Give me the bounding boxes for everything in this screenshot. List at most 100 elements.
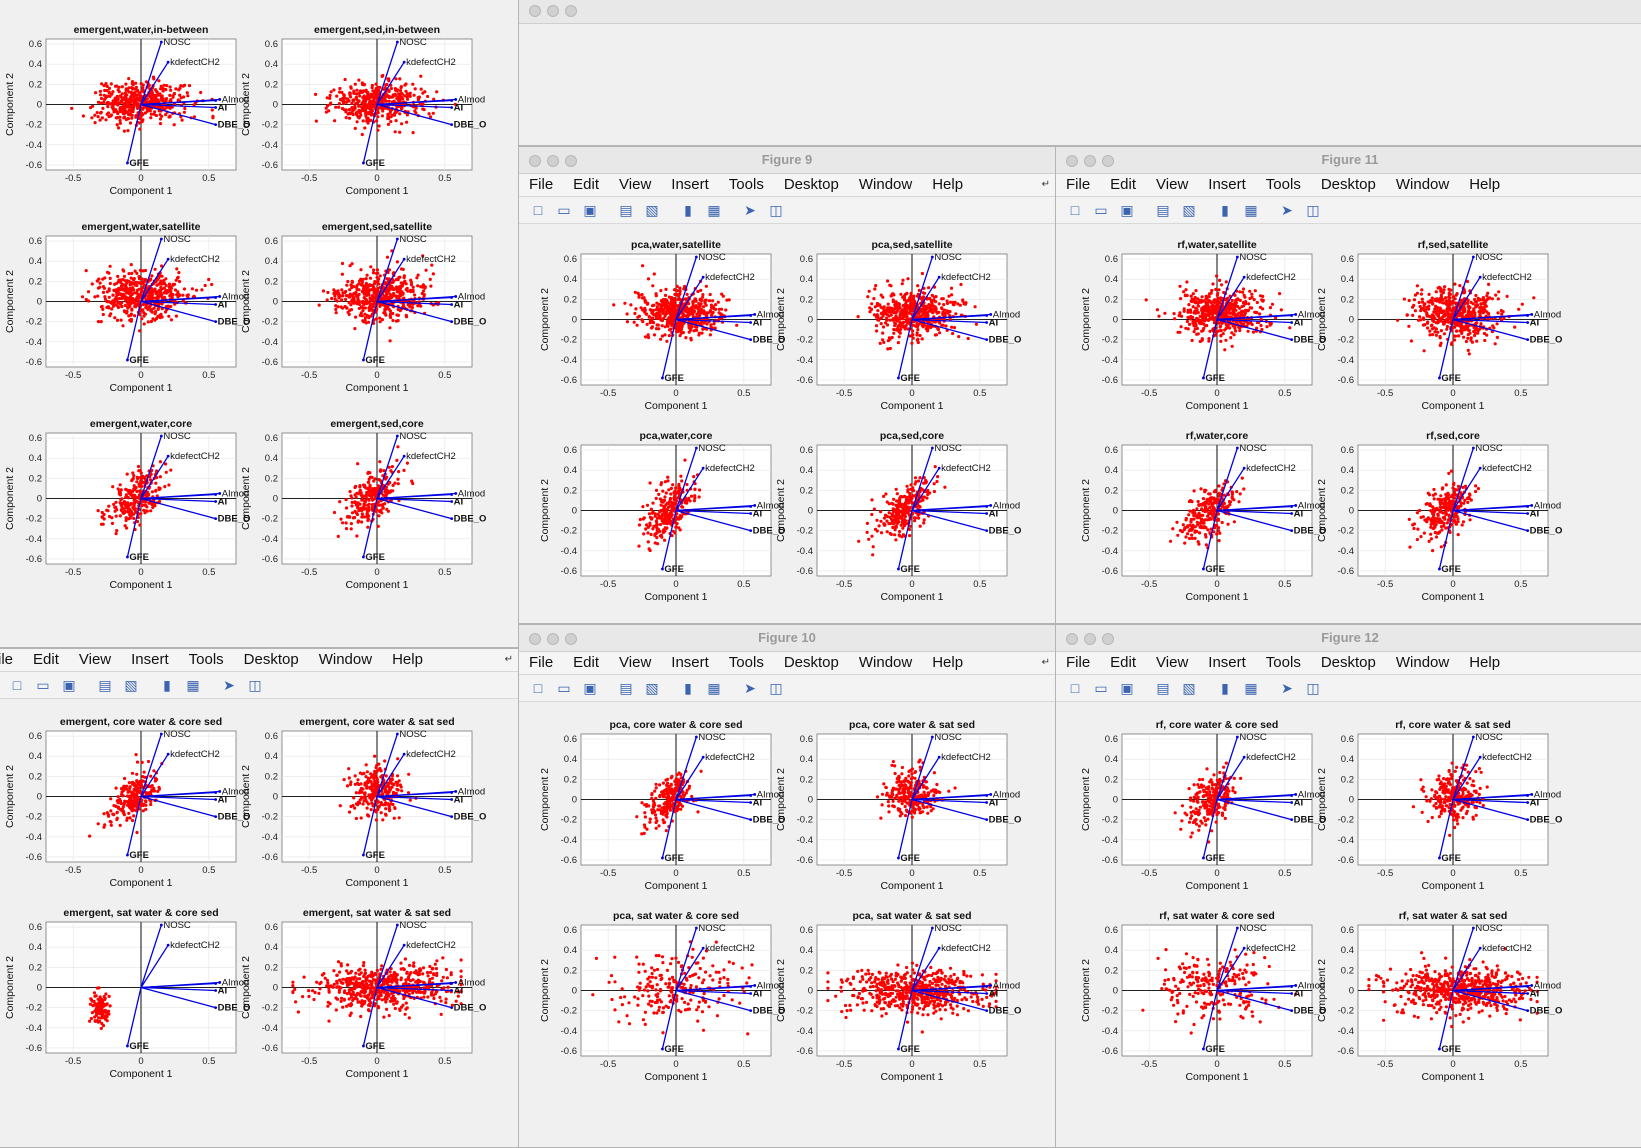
close-button[interactable]: [529, 5, 541, 17]
menu-file[interactable]: File: [519, 174, 563, 194]
minimize-button[interactable]: [547, 5, 559, 17]
menu-help[interactable]: Help: [922, 174, 973, 194]
save-icon[interactable]: ▣: [581, 201, 599, 219]
loading-marker: [450, 500, 453, 503]
menu-view[interactable]: View: [1146, 174, 1198, 194]
print-icon[interactable]: ▤: [617, 201, 635, 219]
open-folder-icon[interactable]: ▭: [555, 201, 573, 219]
legend-icon[interactable]: ▦: [1242, 201, 1260, 219]
y-tick-label: 0.6: [564, 445, 577, 456]
scatter-point: [326, 104, 329, 107]
dock-icon[interactable]: ◫: [767, 201, 785, 219]
scatter-point: [90, 116, 93, 119]
menu-overflow-icon[interactable]: ↵: [1042, 179, 1050, 190]
menu-file[interactable]: File: [1056, 174, 1100, 194]
scatter-point: [389, 309, 392, 312]
print-icon[interactable]: ▤: [1154, 201, 1172, 219]
scatter-point: [389, 120, 392, 123]
legend-icon[interactable]: ▦: [705, 201, 723, 219]
menu-insert[interactable]: Insert: [661, 174, 719, 194]
menu-help[interactable]: Help: [1459, 174, 1510, 194]
new-file-icon[interactable]: □: [529, 201, 547, 219]
scatter-point: [650, 533, 653, 536]
y-tick-label: 0: [273, 100, 278, 111]
scatter-point: [672, 316, 675, 319]
menu-tools[interactable]: Tools: [1256, 174, 1311, 194]
loading-label: AI: [218, 103, 228, 114]
scatter-point: [160, 294, 163, 297]
title-bar[interactable]: Figure 9: [519, 147, 1055, 174]
zoom-button[interactable]: [565, 5, 577, 17]
menu-view[interactable]: View: [609, 174, 661, 194]
y-tick-label: -0.4: [561, 355, 577, 366]
scatter-point: [917, 517, 920, 520]
scatter-point: [377, 277, 380, 280]
pointer-icon[interactable]: ➤: [741, 201, 759, 219]
scatter-point: [923, 496, 926, 499]
title-bar[interactable]: [519, 0, 1641, 24]
figure-window-tr[interactable]: [518, 0, 1641, 146]
loading-label: GFE: [664, 564, 684, 575]
save-icon[interactable]: ▣: [1118, 201, 1136, 219]
print-preview-icon[interactable]: ▧: [1180, 201, 1198, 219]
scatter-point: [898, 304, 901, 307]
scatter-point: [646, 323, 649, 326]
menu-window[interactable]: Window: [1386, 174, 1459, 194]
scatter-point: [106, 271, 109, 274]
menu-desktop[interactable]: Desktop: [1311, 174, 1386, 194]
menu-tools[interactable]: Tools: [719, 174, 774, 194]
menu-insert[interactable]: Insert: [1198, 174, 1256, 194]
scatter-point: [429, 278, 432, 281]
scatter-point: [432, 112, 435, 115]
print-preview-icon[interactable]: ▧: [643, 201, 661, 219]
scatter-point: [137, 288, 140, 291]
scatter-point: [131, 87, 134, 90]
scatter-point: [660, 299, 663, 302]
open-folder-icon[interactable]: ▭: [1092, 201, 1110, 219]
scatter-point: [368, 503, 371, 506]
scatter-point: [176, 277, 179, 280]
scatter-point: [395, 296, 398, 299]
window-controls[interactable]: [529, 4, 583, 22]
scatter-point: [395, 320, 398, 323]
dock-icon[interactable]: ◫: [1304, 201, 1322, 219]
colorbar-icon[interactable]: ▮: [679, 201, 697, 219]
menu-edit[interactable]: Edit: [563, 174, 609, 194]
scatter-point: [348, 117, 351, 120]
menu-edit[interactable]: Edit: [1100, 174, 1146, 194]
loading-label: NOSC: [399, 234, 427, 245]
scatter-point: [397, 470, 400, 473]
scatter-point: [174, 87, 177, 90]
scatter-point: [345, 284, 348, 287]
scatter-point: [102, 291, 105, 294]
colorbar-icon[interactable]: ▮: [1216, 201, 1234, 219]
loading-marker: [749, 338, 752, 341]
scatter-point: [355, 300, 358, 303]
title-bar[interactable]: Figure 11: [1056, 147, 1641, 174]
scatter-point: [102, 101, 105, 104]
menu-window[interactable]: Window: [849, 174, 922, 194]
y-axis-label: Component 2: [539, 479, 551, 542]
scatter-point: [177, 271, 180, 274]
scatter-point: [149, 509, 152, 512]
menu-desktop[interactable]: Desktop: [774, 174, 849, 194]
scatter-point: [129, 95, 132, 98]
scatter-point: [193, 115, 196, 118]
new-file-icon[interactable]: □: [1066, 201, 1084, 219]
pointer-icon[interactable]: ➤: [1278, 201, 1296, 219]
scatter-point: [359, 91, 362, 94]
